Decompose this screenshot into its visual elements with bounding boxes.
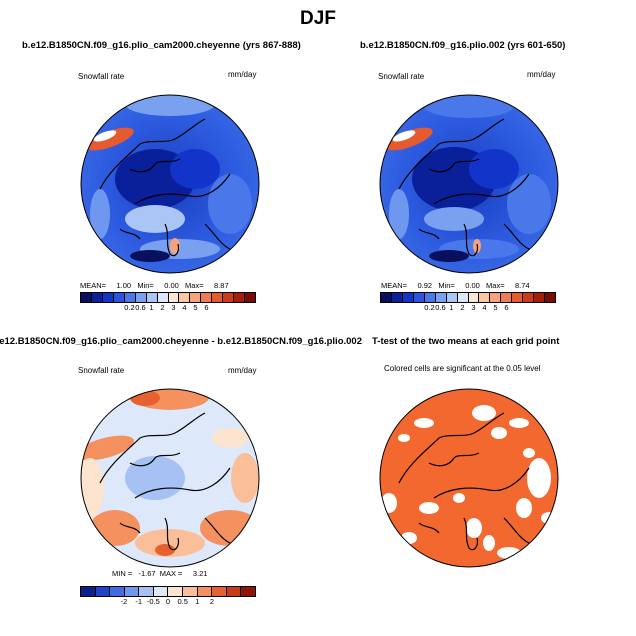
panel3-heading: b.e12.B1850CN.f09_g16.plio_cam2000.cheye… [0, 336, 362, 347]
colorbar-tick-label: 3 [171, 303, 176, 312]
colorbar-tick-label: 6 [204, 303, 209, 312]
panel4-heading: T-test of the two means at each grid poi… [372, 336, 560, 347]
colorbar-tick-label: 2 [209, 597, 215, 606]
figure-title: DJF [300, 8, 336, 29]
colorbar-swatch [168, 587, 184, 596]
colorbar-swatch [201, 293, 213, 302]
colorbar-tick-label: 0.2 [424, 303, 435, 312]
panel2-stats: MEAN= 0.92 Min= 0.00 Max= 8.74 [381, 281, 530, 290]
colorbar-swatch [113, 293, 125, 302]
panel2-heading: b.e12.B1850CN.f09_g16.plio.002 (yrs 601-… [360, 40, 566, 51]
colorbar-swatch [212, 587, 227, 596]
panel1-polar-map [80, 94, 260, 274]
colorbar-swatch [81, 587, 96, 596]
colorbar-swatch [523, 293, 535, 302]
colorbar-tick-label: 4 [182, 303, 187, 312]
colorbar-swatch [424, 293, 436, 302]
panel3-units-label: mm/day [228, 366, 257, 375]
colorbar-swatch [413, 293, 425, 302]
colorbar-tick-label: 1 [195, 597, 200, 606]
panel1-colorbar: 0.2 0.6 1 2 3 4 5 6 [80, 292, 256, 313]
panel2-units-label: mm/day [527, 70, 556, 79]
colorbar-swatch [381, 293, 392, 302]
colorbar-swatch [234, 293, 246, 302]
panel1-units-label: mm/day [228, 70, 257, 79]
colorbar-tick-label: 0.2 [124, 303, 135, 312]
colorbar-swatch [179, 293, 191, 302]
colorbar-swatch [402, 293, 414, 302]
colorbar-swatch [226, 587, 242, 596]
colorbar-tick-label: 3 [471, 303, 476, 312]
panel3-variable-label: Snowfall rate [78, 366, 125, 375]
panel1-variable-label: Snowfall rate [78, 72, 125, 81]
colorbar-tick-label: 2 [160, 303, 165, 312]
colorbar-swatch [501, 293, 513, 302]
colorbar-swatch [245, 293, 255, 302]
colorbar-swatch [91, 293, 103, 302]
colorbar-swatch [479, 293, 491, 302]
colorbar-tick-label: 0.6 [135, 303, 146, 312]
colorbar-tick-label: -2 [120, 597, 128, 606]
colorbar-swatch [139, 587, 154, 596]
panel3-stats: MIN = -1.67 MAX = 3.21 [112, 569, 208, 578]
panel2-polar-map [379, 94, 559, 274]
colorbar-tick-label: 6 [504, 303, 509, 312]
colorbar-swatch [135, 293, 147, 302]
colorbar-swatch [183, 587, 198, 596]
colorbar-swatch [457, 293, 469, 302]
colorbar-swatch [110, 587, 125, 596]
colorbar-swatch [446, 293, 458, 302]
colorbar-tick-label: 4 [482, 303, 487, 312]
colorbar-swatch [157, 293, 169, 302]
colorbar-swatch [153, 587, 169, 596]
colorbar-tick-label: 2 [460, 303, 465, 312]
colorbar-swatch [124, 587, 140, 596]
colorbar-tick-label: 1 [149, 303, 154, 312]
colorbar-swatch [102, 293, 114, 302]
colorbar-tick-label: 0.6 [435, 303, 446, 312]
colorbar-swatch [212, 293, 224, 302]
colorbar-swatch [124, 293, 136, 302]
colorbar-tick-label: 5 [193, 303, 198, 312]
panel2-colorbar: 0.2 0.6 1 2 3 4 5 6 [380, 292, 556, 313]
colorbar-swatch [512, 293, 524, 302]
colorbar-swatch [534, 293, 546, 302]
colorbar-swatch [146, 293, 158, 302]
colorbar-swatch [241, 587, 255, 596]
colorbar-swatch [391, 293, 403, 302]
colorbar-tick-label: 1 [449, 303, 454, 312]
panel4-note: Colored cells are significant at the 0.0… [384, 364, 541, 373]
colorbar-tick-label: -0.5 [146, 597, 160, 606]
panel3-colorbar: -2 -1 -0.5 0 0.5 1 2 [80, 586, 256, 607]
panel1-stats: MEAN= 1.00 Min= 0.00 Max= 8.87 [80, 281, 229, 290]
panel4-polar-map [379, 388, 559, 568]
colorbar-tick-label: -1 [135, 597, 142, 606]
colorbar-swatch [545, 293, 555, 302]
panel3-polar-map [80, 388, 260, 568]
colorbar-swatch [490, 293, 502, 302]
panel2-variable-label: Snowfall rate [378, 72, 425, 81]
colorbar-swatch [95, 587, 111, 596]
colorbar-swatch [197, 587, 213, 596]
colorbar-swatch [223, 293, 235, 302]
colorbar-swatch [81, 293, 92, 302]
colorbar-tick-label: 0 [165, 597, 171, 606]
colorbar-swatch [168, 293, 180, 302]
colorbar-swatch [190, 293, 202, 302]
colorbar-swatch [435, 293, 447, 302]
colorbar-tick-label: 5 [493, 303, 498, 312]
colorbar-swatch [468, 293, 480, 302]
panel1-heading: b.e12.B1850CN.f09_g16.plio_cam2000.cheye… [22, 40, 301, 51]
colorbar-tick-label: 0.5 [177, 597, 188, 606]
